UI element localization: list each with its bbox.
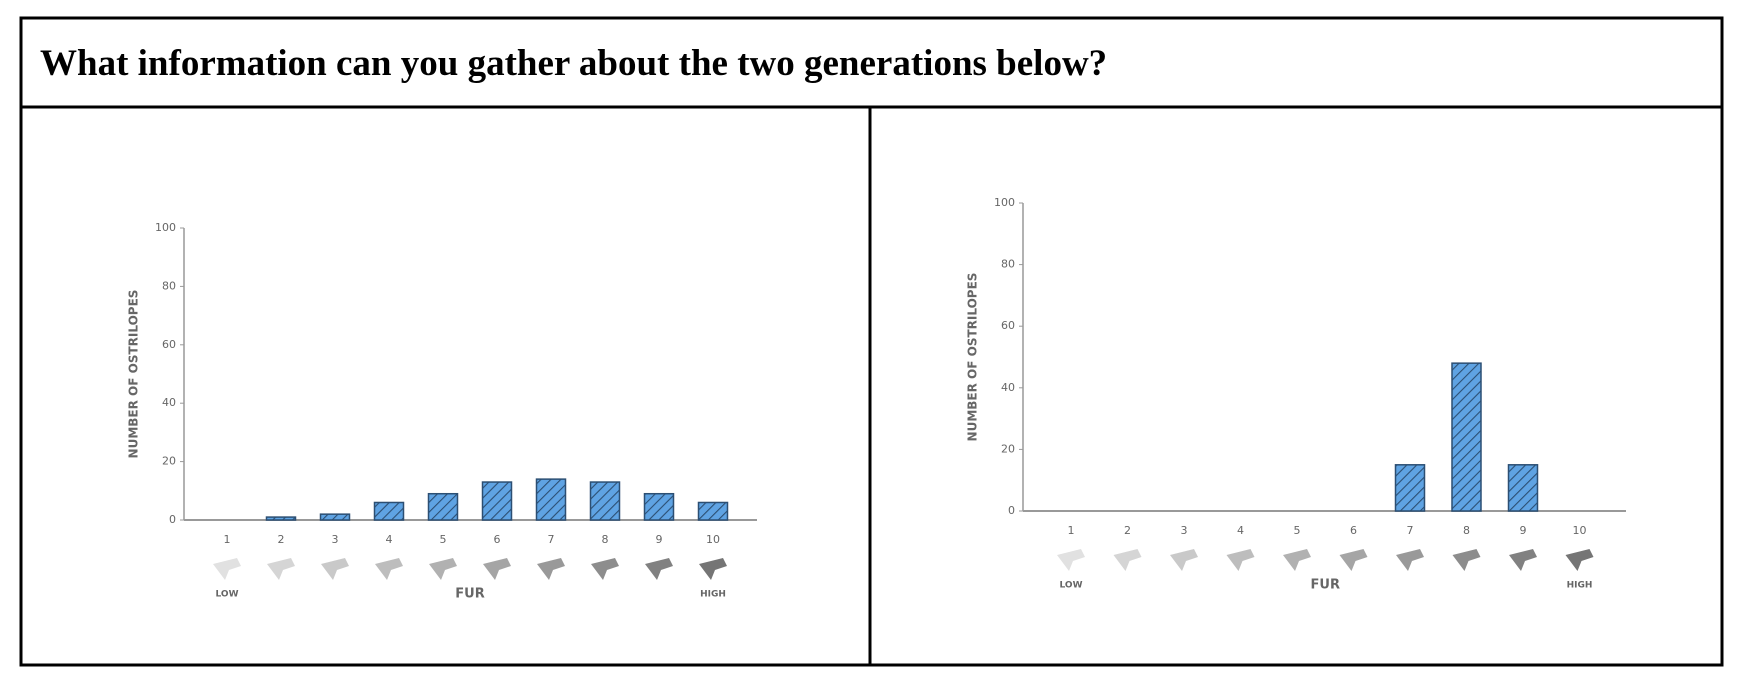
x-low-label: LOW (216, 590, 239, 600)
x-tick-label: 5 (440, 533, 447, 546)
x-tick-label: 10 (706, 533, 720, 546)
question: What information can you gather about th… (40, 43, 1107, 84)
x-high-label: HIGH (700, 590, 726, 600)
x-tick-label: 8 (602, 533, 609, 546)
x-tick-label: 1 (1068, 524, 1075, 537)
x-tick-label: 2 (278, 533, 285, 546)
bar (373, 501, 405, 521)
bar (643, 492, 675, 521)
y-tick-label: 60 (162, 338, 176, 351)
fur-icon (537, 558, 565, 580)
bar (1451, 362, 1482, 512)
y-tick-label: 40 (1001, 381, 1015, 394)
y-tick-label: 80 (1001, 258, 1015, 271)
fur-icon (1565, 549, 1594, 571)
x-axis-label: FUR (1311, 578, 1340, 593)
y-tick-label: 80 (162, 279, 176, 292)
bar (589, 481, 621, 521)
x-tick-label: 10 (1573, 524, 1587, 537)
bar (427, 492, 459, 521)
fur-icon (645, 558, 673, 580)
x-tick-label: 4 (1237, 524, 1244, 537)
x-high-label: HIGH (1567, 581, 1593, 591)
y-tick-label: 100 (994, 196, 1015, 209)
fur-icon (429, 558, 457, 580)
fur-icon (1226, 549, 1255, 571)
x-tick-label: 5 (1294, 524, 1301, 537)
x-tick-label: 4 (386, 533, 393, 546)
fur-icon (483, 558, 511, 580)
fur-icon (1283, 549, 1311, 571)
bar (1394, 464, 1426, 512)
y-tick-label: 60 (1001, 319, 1015, 332)
bar (265, 516, 297, 521)
fur-icon (1339, 549, 1368, 571)
y-tick-label: 20 (162, 455, 176, 468)
x-tick-label: 9 (1520, 524, 1527, 537)
fur-icon (213, 558, 241, 580)
x-axis-label: FUR (455, 587, 484, 602)
x-low-label: LOW (1060, 581, 1083, 591)
y-axis-label: NUMBER OF OSTRILOPES (966, 273, 980, 442)
fur-icon (267, 558, 295, 580)
x-tick-label: 2 (1124, 524, 1131, 537)
fur-icon (1396, 549, 1424, 571)
x-tick-label: 6 (494, 533, 501, 546)
y-tick-label: 100 (155, 221, 176, 234)
bar (481, 481, 513, 521)
y-tick-label: 0 (169, 513, 176, 526)
fur-icon (1113, 549, 1142, 571)
y-tick-label: 0 (1008, 504, 1015, 517)
fur-icon (1509, 549, 1537, 571)
x-tick-label: 1 (224, 533, 231, 546)
x-tick-label: 8 (1463, 524, 1470, 537)
x-tick-label: 7 (548, 533, 555, 546)
bar (697, 501, 729, 521)
x-tick-label: 7 (1407, 524, 1414, 537)
fur-icon (321, 558, 349, 580)
x-tick-label: 6 (1350, 524, 1357, 537)
x-tick-label: 3 (332, 533, 339, 546)
fur-icon (1452, 549, 1481, 571)
bar (319, 513, 351, 521)
fur-icon (375, 558, 403, 580)
x-tick-label: 9 (656, 533, 663, 546)
y-tick-label: 20 (1001, 442, 1015, 455)
fur-icon (1170, 549, 1198, 571)
bar (535, 478, 567, 521)
y-tick-label: 40 (162, 396, 176, 409)
fur-icon (1057, 549, 1085, 571)
y-axis-label: NUMBER OF OSTRILOPES (127, 290, 141, 459)
fur-icon (591, 558, 619, 580)
bar (1507, 464, 1539, 512)
x-tick-label: 3 (1181, 524, 1188, 537)
fur-icon (699, 558, 727, 580)
